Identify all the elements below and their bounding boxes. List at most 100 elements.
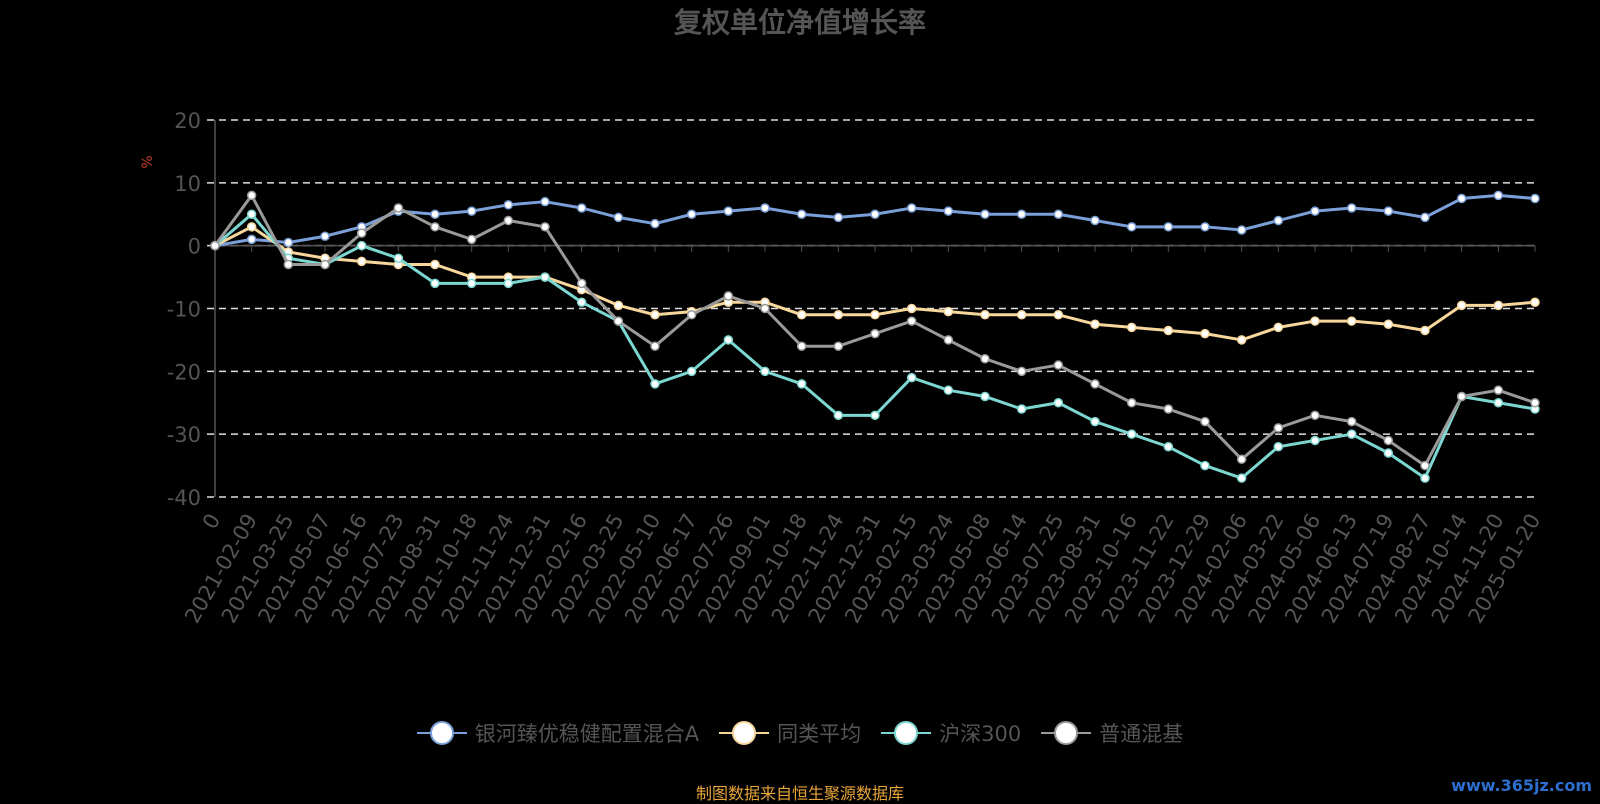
data-point bbox=[796, 310, 807, 320]
data-point bbox=[796, 209, 807, 219]
data-point bbox=[210, 240, 220, 251]
data-point bbox=[1310, 435, 1320, 446]
data-point bbox=[1200, 460, 1210, 471]
legend-label: 银河臻优稳健配置混合A bbox=[474, 722, 700, 746]
data-point bbox=[1273, 423, 1284, 433]
legend: 银河臻优稳健配置混合A 同类平均 沪深300 普通混基 bbox=[0, 718, 1600, 748]
data-point bbox=[503, 215, 514, 226]
data-point bbox=[283, 259, 294, 270]
data-point bbox=[356, 240, 367, 251]
data-point bbox=[1456, 300, 1467, 311]
data-point bbox=[393, 203, 404, 213]
chart-title: 复权单位净值增长率 bbox=[674, 6, 926, 39]
data-point bbox=[1053, 209, 1064, 219]
data-point bbox=[1126, 398, 1137, 408]
data-point bbox=[796, 341, 807, 351]
data-point bbox=[1346, 316, 1357, 326]
data-point bbox=[650, 218, 660, 229]
y-tick-label: -30 bbox=[167, 423, 201, 447]
data-point bbox=[1530, 297, 1540, 307]
data-point bbox=[686, 209, 697, 219]
data-point bbox=[576, 297, 587, 307]
y-tick-label: -40 bbox=[167, 486, 201, 510]
data-point bbox=[1493, 398, 1504, 408]
data-point bbox=[1016, 209, 1027, 219]
data-point bbox=[1310, 410, 1320, 421]
data-point bbox=[540, 222, 550, 232]
legend-item-0[interactable]: 银河臻优稳健配置混合A bbox=[416, 718, 700, 748]
legend-item-1[interactable]: 同类平均 bbox=[719, 718, 861, 748]
data-point bbox=[760, 203, 770, 213]
data-point bbox=[906, 316, 917, 326]
data-point bbox=[430, 222, 440, 232]
y-tick-label: 20 bbox=[174, 109, 201, 133]
data-point bbox=[1200, 222, 1210, 232]
data-point bbox=[1383, 435, 1394, 446]
data-point bbox=[430, 209, 440, 219]
data-point bbox=[1383, 206, 1394, 216]
data-point bbox=[1090, 416, 1100, 427]
data-point bbox=[320, 231, 330, 241]
data-point bbox=[723, 291, 734, 301]
data-point bbox=[650, 310, 660, 320]
data-point bbox=[1236, 473, 1247, 483]
data-point bbox=[1090, 319, 1100, 329]
legend-label: 沪深300 bbox=[939, 722, 1022, 746]
legend-item-3[interactable]: 普通混基 bbox=[1041, 718, 1183, 748]
data-point bbox=[980, 310, 990, 320]
data-point bbox=[906, 372, 917, 383]
data-point bbox=[1016, 366, 1027, 377]
legend-marker-icon bbox=[416, 721, 467, 745]
data-point bbox=[906, 303, 917, 314]
series-line bbox=[214, 193, 1536, 248]
data-point bbox=[503, 200, 514, 210]
data-point bbox=[686, 366, 697, 377]
data-point bbox=[320, 259, 330, 270]
data-point bbox=[503, 278, 514, 289]
data-point bbox=[870, 209, 880, 219]
legend-dot-icon bbox=[429, 721, 454, 745]
data-point bbox=[613, 212, 624, 223]
data-point bbox=[540, 196, 550, 207]
data-point bbox=[980, 209, 990, 219]
legend-item-2[interactable]: 沪深300 bbox=[881, 718, 1021, 748]
data-point bbox=[980, 391, 990, 402]
data-point bbox=[650, 379, 660, 389]
data-point bbox=[1493, 385, 1504, 395]
data-point bbox=[1310, 316, 1320, 326]
y-tick-label: 10 bbox=[174, 172, 201, 196]
data-point bbox=[246, 190, 257, 201]
data-point bbox=[870, 310, 880, 320]
data-point bbox=[576, 278, 587, 289]
data-point bbox=[833, 212, 844, 223]
data-point bbox=[650, 341, 660, 351]
legend-dot-icon bbox=[732, 721, 757, 745]
data-point bbox=[1016, 404, 1027, 414]
legend-dot-icon bbox=[1054, 721, 1079, 745]
series-group bbox=[210, 190, 1540, 483]
legend-marker-icon bbox=[881, 721, 932, 745]
data-point bbox=[1163, 404, 1174, 414]
data-point bbox=[1090, 215, 1100, 226]
legend-marker-icon bbox=[1041, 721, 1092, 745]
data-point bbox=[870, 410, 880, 421]
data-point bbox=[430, 278, 440, 289]
data-point bbox=[723, 206, 734, 216]
data-point bbox=[1493, 300, 1504, 311]
series-line bbox=[214, 225, 1536, 342]
series-line bbox=[214, 212, 1536, 480]
x-tick-label: 0 bbox=[198, 510, 225, 534]
y-tick-label: -10 bbox=[167, 298, 201, 322]
data-point bbox=[760, 303, 770, 314]
data-point bbox=[1053, 398, 1064, 408]
data-point bbox=[1053, 310, 1064, 320]
legend-dot-icon bbox=[894, 721, 919, 745]
data-point bbox=[943, 385, 954, 395]
series-1 bbox=[210, 222, 1540, 345]
data-point bbox=[613, 316, 624, 326]
data-point bbox=[1383, 448, 1394, 458]
data-point bbox=[1163, 325, 1174, 336]
data-point bbox=[246, 209, 257, 219]
data-point bbox=[1236, 225, 1247, 235]
data-point bbox=[1530, 193, 1540, 204]
